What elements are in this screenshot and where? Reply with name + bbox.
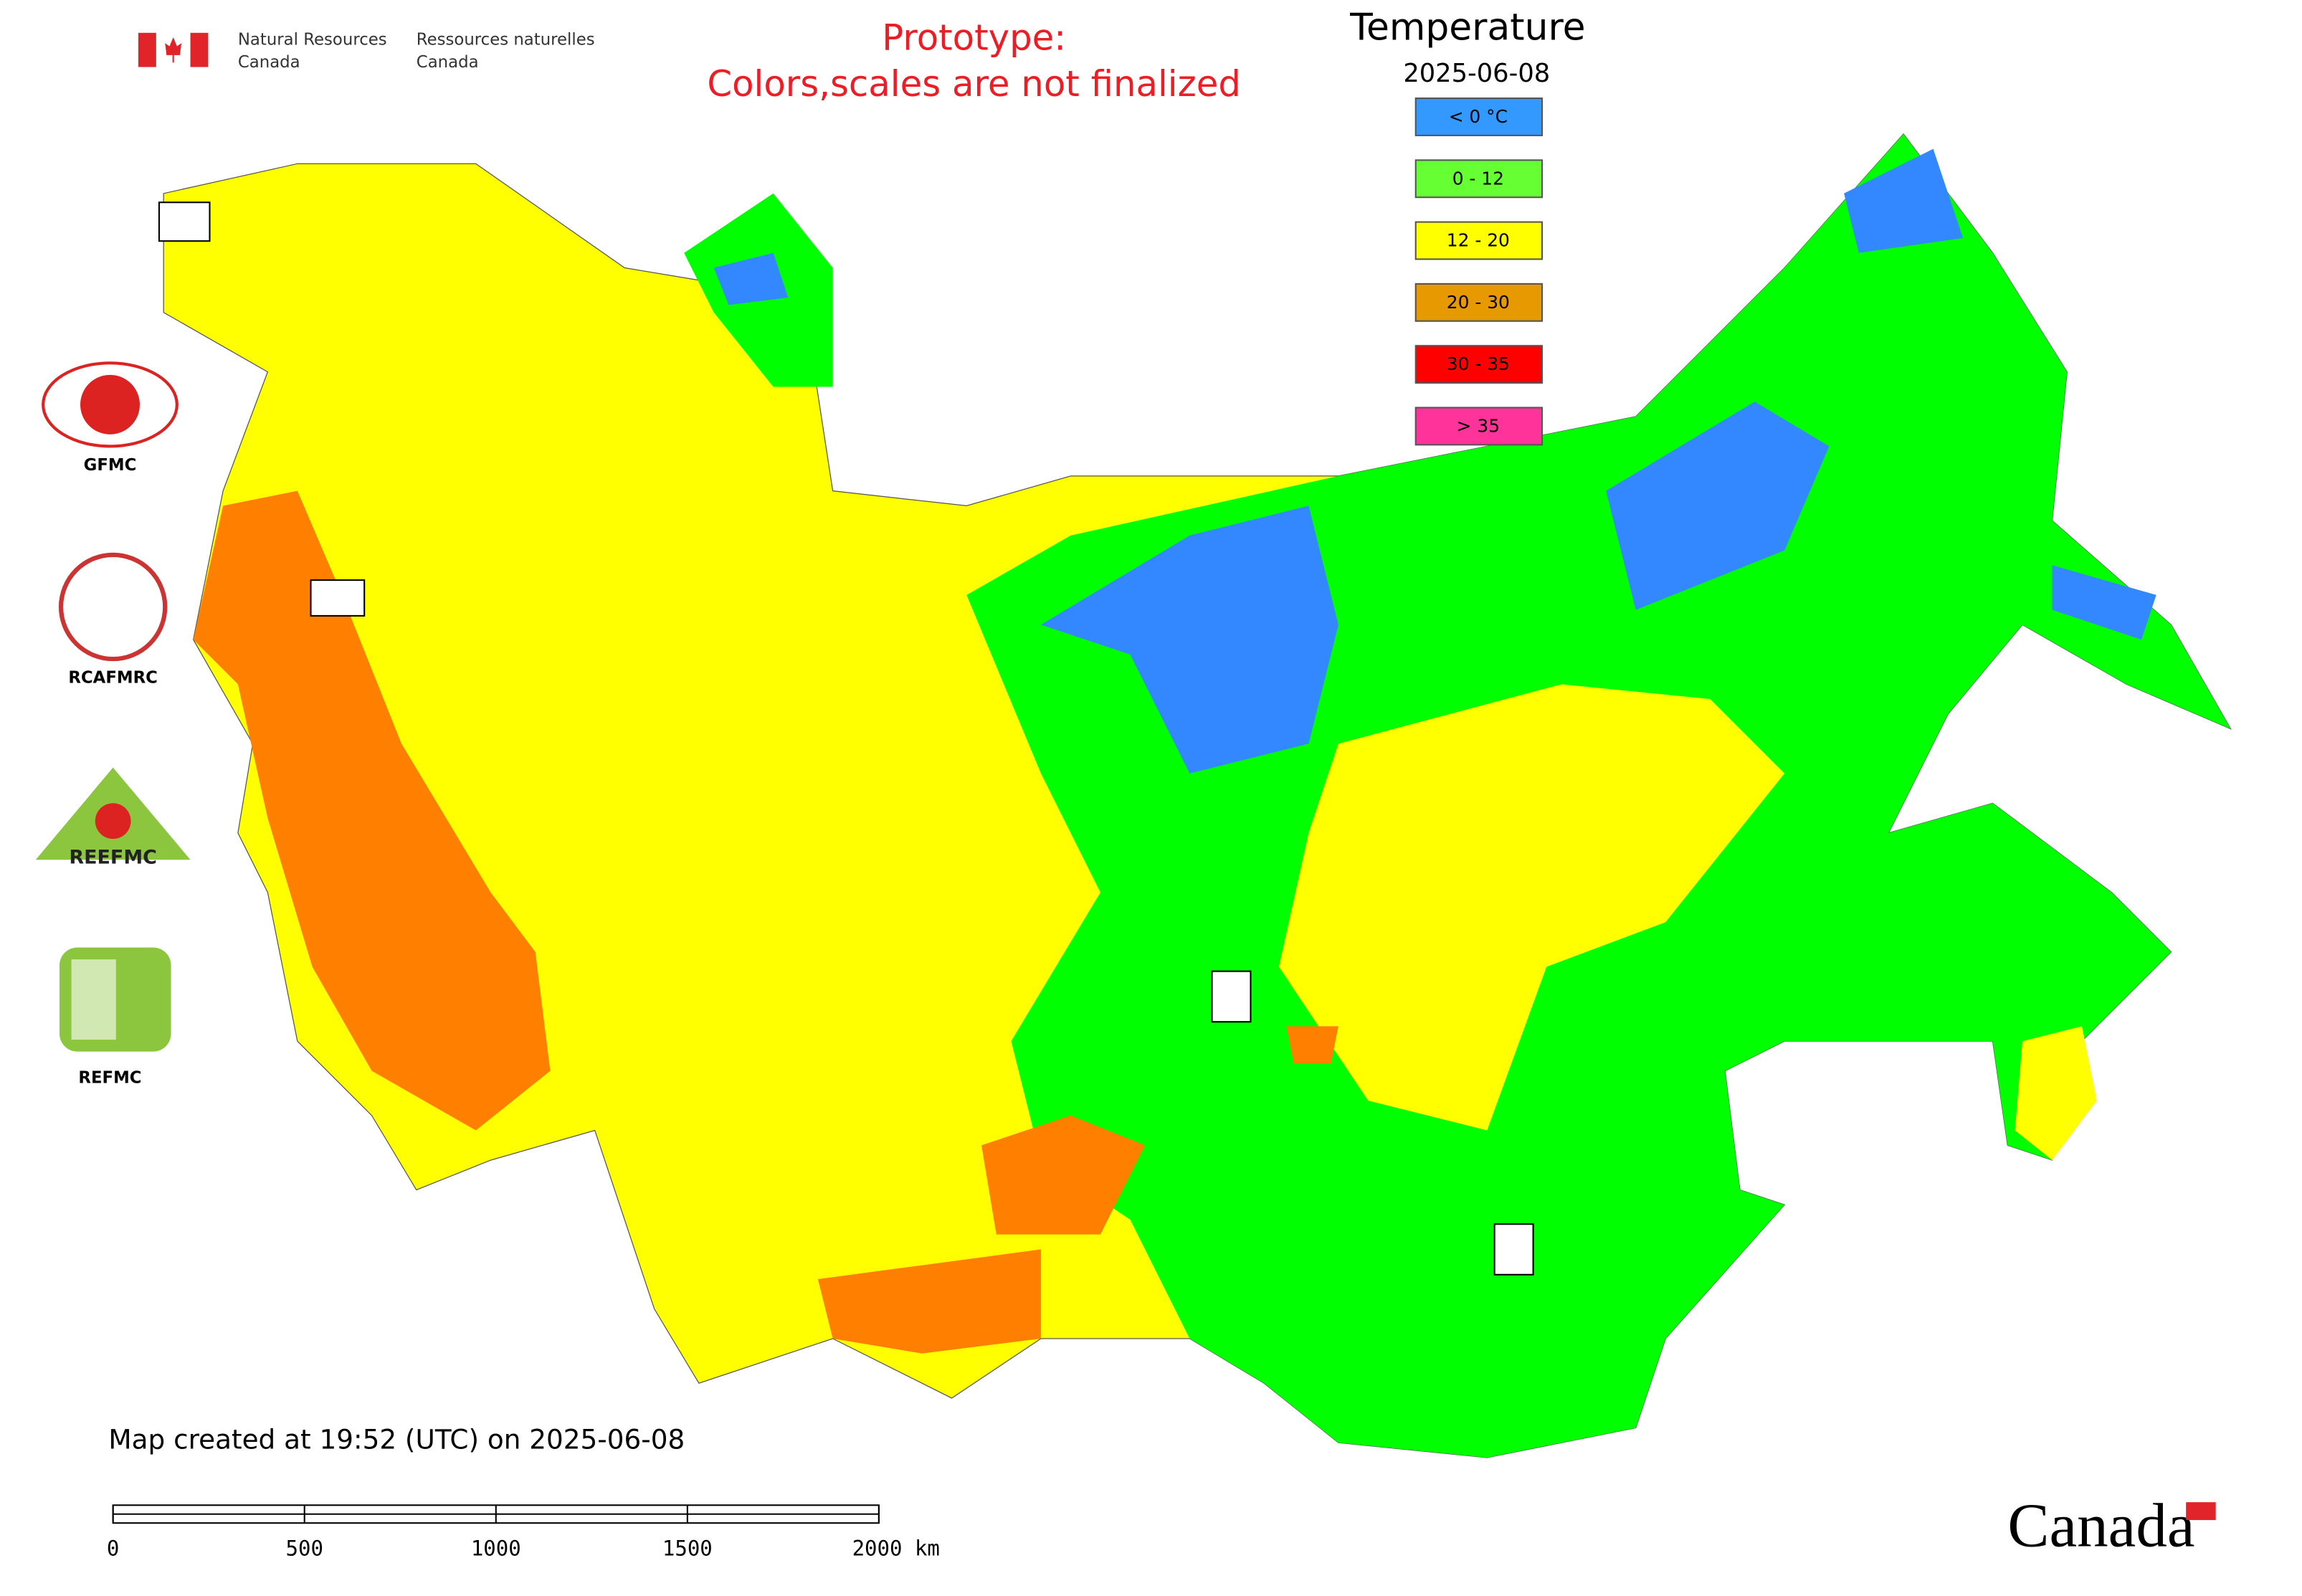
logo-label: REFMC — [78, 1069, 141, 1088]
land-orange-south1 — [981, 1115, 1146, 1235]
legend-label: 0 - 12 — [1452, 168, 1504, 189]
legend-swatch — [1414, 98, 1544, 136]
land-orange-west — [193, 490, 551, 1131]
logos: GFMC RCAFMRC REEFMC REFMC — [35, 361, 191, 1088]
logo-emblem — [71, 959, 116, 1040]
legend-label: 20 - 30 — [1447, 292, 1510, 313]
land-blue — [1041, 505, 1338, 774]
legend-swatch — [1414, 345, 1544, 384]
scale-label: 500 — [285, 1536, 323, 1561]
centre-marker — [310, 579, 366, 617]
land-orange-east — [1286, 1026, 1338, 1064]
footer: Map created at 19:52 (UTC) on 2025-06-08… — [107, 1424, 2216, 1561]
land-yellow-east — [1278, 684, 1785, 1131]
flag-leaf — [165, 37, 182, 63]
legend-label: 30 - 35 — [1447, 353, 1510, 374]
logo-label: REEFMC — [69, 847, 157, 869]
legend-label: > 35 — [1457, 415, 1500, 436]
land-orange-south2 — [817, 1249, 1042, 1354]
scale-label: 1500 — [662, 1536, 713, 1561]
logo-emblem — [58, 552, 168, 662]
legend-label: 12 - 20 — [1447, 230, 1510, 251]
land-blue — [1844, 148, 1964, 253]
legend-date: 2025-06-08 — [1403, 59, 1550, 88]
logo-emblem — [95, 803, 131, 840]
centre-marker — [1493, 1223, 1534, 1276]
centre-marker — [1211, 970, 1252, 1023]
agency-text: Canada — [417, 53, 479, 72]
legend: Temperature 2025-06-08 < 0 °C 0 - 12 12 - … — [1349, 6, 1586, 446]
land-blue — [2052, 565, 2156, 640]
land-blue — [1606, 402, 1830, 610]
notice: Prototype: — [882, 17, 1066, 59]
flag-bar — [190, 32, 209, 67]
legend-swatch — [1414, 221, 1544, 260]
scale-label: 2000 km — [852, 1536, 940, 1561]
land-blue — [713, 252, 789, 305]
created-note: Map created at 19:52 (UTC) on 2025-06-08 — [108, 1424, 685, 1455]
logo-label: GFMC — [84, 456, 137, 475]
notice: Colors,scales are not finalized — [707, 63, 1241, 105]
legend-title: Temperature — [1349, 6, 1585, 49]
wordmark-flag — [2186, 1502, 2216, 1521]
legend-swatch — [1414, 407, 1544, 446]
logo-emblem — [42, 361, 179, 448]
scale-label: 1000 — [471, 1536, 521, 1561]
legend-swatch — [1414, 282, 1544, 322]
land-yellow-kamchatka — [2015, 1026, 2097, 1161]
scale-label: 0 — [107, 1536, 119, 1561]
map — [158, 133, 2232, 1458]
agency-text: Ressources naturelles — [417, 31, 595, 49]
header: Natural Resources Canada Ressources natu… — [138, 17, 1241, 105]
agency-text: Canada — [238, 53, 300, 72]
legend-swatch — [1414, 159, 1544, 199]
wordmark: Canada — [2007, 1491, 2194, 1560]
logo-label: RCAFMRC — [68, 669, 157, 688]
logo-emblem — [80, 374, 140, 434]
centre-marker — [158, 201, 211, 242]
legend-label: < 0 °C — [1449, 106, 1508, 127]
agency-text: Natural Resources — [238, 31, 387, 49]
flag-bar — [138, 32, 156, 67]
